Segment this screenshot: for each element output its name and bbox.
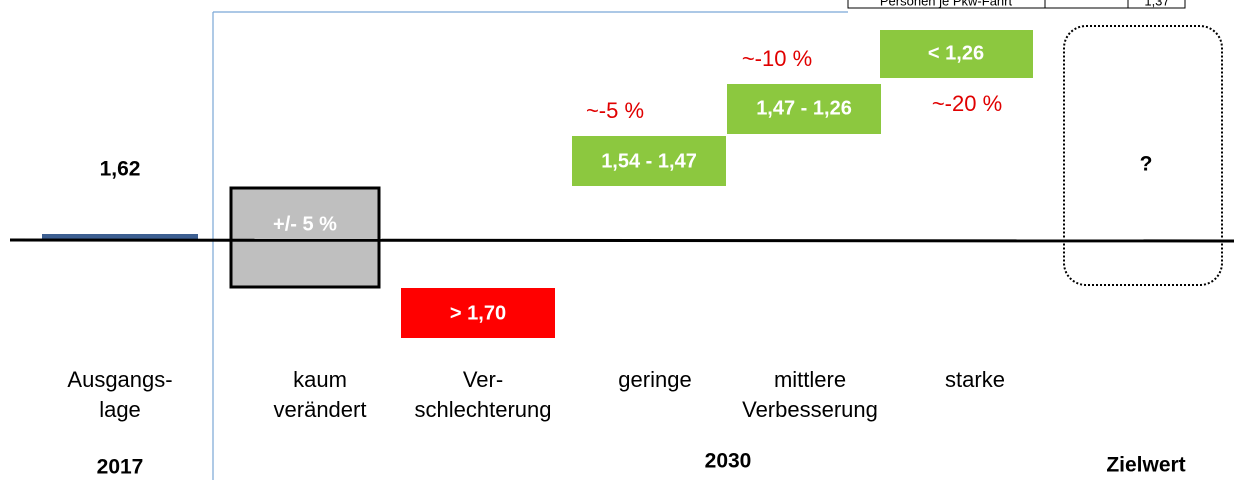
box-label: > 1,70 xyxy=(450,302,506,324)
baseline-bar xyxy=(42,234,198,240)
table-label: Personen je Pkw-Fahrt xyxy=(880,0,1013,8)
box-label: < 1,26 xyxy=(928,42,984,64)
box-medium xyxy=(727,84,881,134)
table-cell xyxy=(1127,0,1186,9)
column-label: Verbesserung xyxy=(742,397,878,422)
column-label: kaum xyxy=(293,367,347,392)
target-box xyxy=(1063,25,1223,286)
change-label: ~-20 % xyxy=(932,91,1002,116)
table-value: 1,37 xyxy=(1144,0,1169,8)
column-labels: Ausgangs-lage kaum verändert Ver-schlechter… xyxy=(67,367,1005,422)
box-label: +/- 5 % xyxy=(273,213,337,235)
column-label: schlechterung xyxy=(415,397,552,422)
box-unchanged xyxy=(229,186,381,289)
target-label: ? xyxy=(1140,153,1153,176)
column-label: starke xyxy=(945,367,1005,392)
axis-line xyxy=(9,238,1234,243)
change-label: ~-10 % xyxy=(742,46,812,71)
box-small xyxy=(572,136,726,186)
column-label: verändert xyxy=(274,397,367,422)
column-label: Ver- xyxy=(463,367,503,392)
baseline-value: 1,62 xyxy=(100,158,141,181)
table-cell xyxy=(1044,0,1129,9)
box-label: 1,54 - 1,47 xyxy=(601,150,697,172)
column-label: Ausgangs- xyxy=(67,367,172,392)
column-label: geringe xyxy=(618,367,691,392)
box-strong xyxy=(880,30,1033,78)
change-label: ~-5 % xyxy=(586,98,644,123)
table-cell xyxy=(847,0,1046,9)
period-label: 2030 xyxy=(705,450,752,473)
column-label: mittlere xyxy=(774,367,846,392)
period-label: Zielwert xyxy=(1106,454,1185,477)
box-worse xyxy=(401,288,555,338)
column-label: lage xyxy=(99,397,141,422)
header-table: Personen je Pkw-Fahrt 1,37 xyxy=(847,0,1186,9)
period-label: 2017 xyxy=(97,456,144,479)
box-label: 1,47 - 1,26 xyxy=(756,97,852,119)
